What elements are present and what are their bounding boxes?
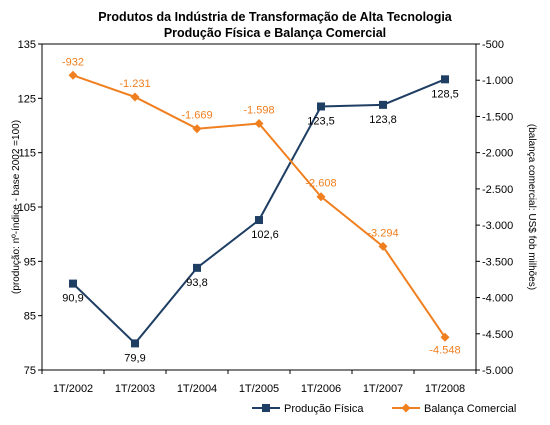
series-producao-point bbox=[317, 102, 325, 111]
x-tick-label: 1T/2003 bbox=[115, 383, 155, 395]
series-producao-point bbox=[441, 75, 449, 84]
x-tick-label: 1T/2007 bbox=[363, 383, 403, 395]
y-right-tick-label: -4.000 bbox=[482, 293, 513, 305]
series-producao-point bbox=[193, 263, 201, 272]
series-producao-data-label: 128,5 bbox=[431, 88, 459, 100]
series-balanca-point bbox=[130, 92, 140, 102]
series-balanca-point bbox=[68, 70, 78, 80]
legend-marker-producao bbox=[262, 404, 270, 412]
x-tick-label: 1T/2005 bbox=[239, 383, 279, 395]
legend: Produção Física Balança Comercial bbox=[252, 403, 516, 415]
y-right-tick-label: -1.000 bbox=[482, 75, 513, 87]
y-axis-left-title: (produção: nº-índice - base 2002 =100) bbox=[11, 120, 22, 294]
legend-label-producao: Produção Física bbox=[284, 403, 364, 415]
legend-item-balanca: Balança Comercial bbox=[392, 403, 516, 415]
legend-marker-balanca bbox=[401, 403, 411, 413]
y-left-tick-label: 85 bbox=[24, 311, 36, 323]
series-balanca-data-label: -1.231 bbox=[119, 78, 150, 90]
series-balanca-data-label: -3.294 bbox=[367, 227, 398, 239]
series-balanca-point bbox=[440, 332, 450, 342]
plot-area: 75 85 95 105 115 125 135 -5.000 -4.500 -4.000 -3.5… bbox=[18, 39, 514, 395]
x-tick-label: 1T/2002 bbox=[53, 383, 93, 395]
series-balanca-data-label: -932 bbox=[62, 56, 84, 68]
y-right-tick-label: -3.000 bbox=[482, 220, 513, 232]
y-right-tick-label: -3.500 bbox=[482, 256, 513, 268]
y-right-tick-label: -1.500 bbox=[482, 111, 513, 123]
series-producao-data-label: 93,8 bbox=[186, 277, 207, 289]
y-left-tick-label: 125 bbox=[18, 93, 36, 105]
y-left-tick-label: 95 bbox=[24, 256, 36, 268]
series-balanca-point bbox=[254, 119, 264, 129]
series-producao-data-label: 102,6 bbox=[251, 229, 279, 241]
y-right-tick-label: -4.500 bbox=[482, 329, 513, 341]
series-balanca-data-label: -4.548 bbox=[429, 344, 460, 356]
y-left-tick-label: 105 bbox=[18, 202, 36, 214]
y-left-tick-label: 135 bbox=[18, 39, 36, 51]
x-tick-label: 1T/2008 bbox=[425, 383, 465, 395]
legend-label-balanca: Balança Comercial bbox=[424, 403, 516, 415]
y-right-tick-label: -2.000 bbox=[482, 148, 513, 160]
y-right-tick-label: -500 bbox=[482, 39, 504, 51]
series-producao-data-label: 123,8 bbox=[369, 114, 397, 126]
legend-item-producao: Produção Física bbox=[252, 403, 364, 415]
series-balanca-point bbox=[316, 192, 326, 202]
series-balanca-data-label: -1.598 bbox=[243, 105, 274, 117]
chart-title-line1: Produtos da Indústria de Transformação d… bbox=[98, 10, 453, 24]
series-balanca-point bbox=[378, 241, 388, 251]
series-producao-data-label: 79,9 bbox=[124, 352, 145, 364]
series-producao-data-label: 123,5 bbox=[307, 115, 335, 127]
series-balanca-point bbox=[192, 124, 202, 134]
series-producao-point bbox=[255, 216, 263, 225]
y-axis-right-title: (balança comercial: US$ fob milhões) bbox=[526, 124, 537, 290]
x-tick-label: 1T/2004 bbox=[177, 383, 217, 395]
series-producao-data-label: 90,9 bbox=[62, 293, 83, 305]
y-right-tick-label: -2.500 bbox=[482, 184, 513, 196]
x-tick-label: 1T/2006 bbox=[301, 383, 341, 395]
y-right-tick-label: -5.000 bbox=[482, 365, 513, 377]
series-balanca-data-label: -2.608 bbox=[305, 178, 336, 190]
series-producao-point bbox=[131, 339, 139, 348]
chart-title-line2: Produção Física e Balança Comercial bbox=[164, 26, 386, 40]
y-left-tick-label: 75 bbox=[24, 365, 36, 377]
y-left-tick-label: 115 bbox=[18, 148, 36, 160]
series-producao-point bbox=[69, 279, 77, 288]
series-producao-point bbox=[379, 100, 387, 109]
series-balanca-data-label: -1.669 bbox=[181, 110, 212, 122]
